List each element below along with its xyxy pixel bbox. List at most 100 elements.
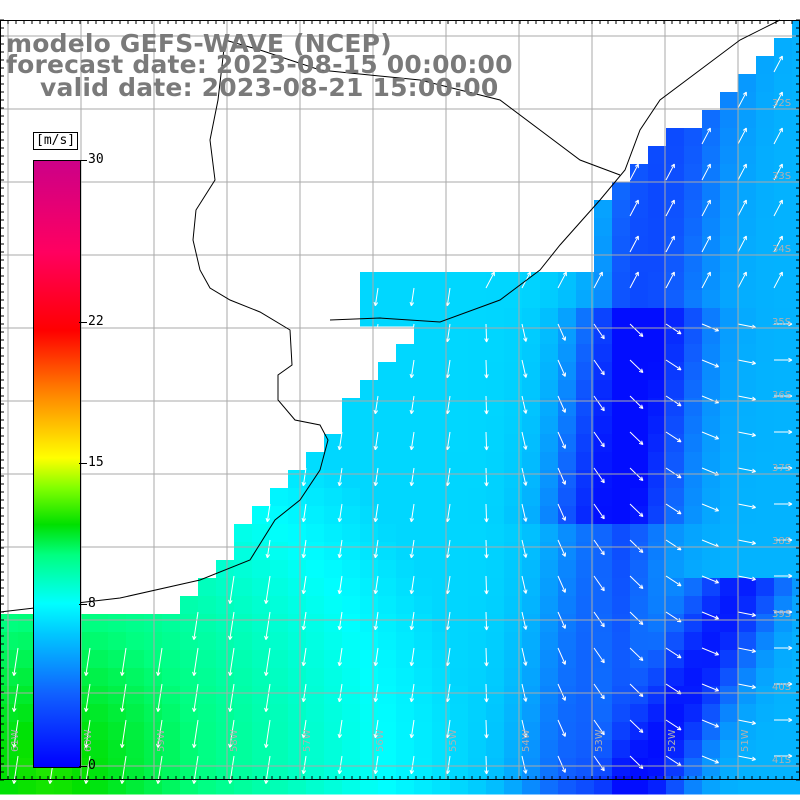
ocean-cell [360,524,379,543]
ocean-cell [486,722,505,741]
ocean-cell [648,560,667,579]
ocean-cell [360,650,379,669]
ocean-cell [666,632,685,651]
ocean-cell [18,740,37,759]
wind-arrow [409,359,415,379]
ocean-cell [576,362,595,381]
ocean-cell [234,578,253,597]
ocean-cell [468,272,487,291]
ocean-cell [576,326,595,345]
wind-arrow [701,719,720,728]
ocean-cell [612,290,631,309]
wind-arrow [629,323,644,338]
ocean-cell [702,416,721,435]
latitude-label: 41S [772,755,791,766]
ocean-cell [540,524,559,543]
ocean-cell [234,722,253,741]
ocean-cell [576,308,595,327]
wind-arrow [773,91,783,109]
ocean-cell [252,524,271,543]
ocean-cell [738,182,757,201]
ocean-cell [504,704,523,723]
ocean-cell [504,758,523,777]
ocean-cell [378,758,397,777]
coastline [0,19,781,613]
ocean-cell [738,722,757,741]
ocean-cell [432,380,451,399]
wind-arrow [557,647,566,665]
ocean-cell [468,614,487,633]
ocean-cell [774,164,793,183]
ocean-cell [792,686,800,705]
ocean-cell [774,578,793,597]
title-valid-date: valid date: 2023-08-21 15:00:00 [40,73,499,102]
ocean-cell [684,452,703,471]
title-forecast-date: forecast date: 2023-08-15 00:00:00 [6,50,513,79]
ocean-cell [414,344,433,363]
ocean-cell [738,596,757,615]
ocean-cell [18,722,37,741]
wind-arrow [301,539,307,559]
ocean-cell [306,596,325,615]
ocean-cell [612,524,631,543]
ocean-cell [756,290,775,309]
wind-arrow [629,359,644,374]
ocean-cell [414,308,433,327]
ocean-cell [774,290,793,309]
ocean-cell [666,128,685,147]
ocean-cell [738,380,757,399]
ocean-cell [180,668,199,687]
ocean-cell [774,326,793,345]
ocean-cell [486,308,505,327]
ocean-cell [684,524,703,543]
ocean-cell [738,704,757,723]
ocean-cell [738,272,757,291]
ocean-cell [558,290,577,309]
ocean-cell [342,488,361,507]
ocean-cell [702,596,721,615]
ocean-cell [720,596,739,615]
ocean-cell [648,632,667,651]
ocean-cell [576,686,595,705]
ocean-cell [396,704,415,723]
ocean-cell [720,668,739,687]
ocean-cell [594,740,613,759]
ocean-cell [198,722,217,741]
ocean-cell [216,668,235,687]
ocean-cell [630,668,649,687]
ocean-cell [468,740,487,759]
ocean-cell [666,596,685,615]
ocean-cell [756,578,775,597]
ocean-cell [666,218,685,237]
ocean-cell [414,722,433,741]
ocean-cell [414,488,433,507]
wind-arrow [593,575,605,592]
ocean-cell [162,614,181,633]
ocean-cell [486,614,505,633]
ocean-cell [702,650,721,669]
wind-arrow [484,359,489,379]
ocean-cell [378,434,397,453]
ocean-cell [666,488,685,507]
wind-arrow [337,647,343,667]
ocean-cell [756,164,775,183]
ocean-cell [288,704,307,723]
ocean-cell [288,470,307,489]
ocean-cell [792,650,800,669]
ocean-cell [306,686,325,705]
ocean-cell [162,650,181,669]
ocean-cell [702,344,721,363]
ocean-cell [126,722,145,741]
ocean-cell [738,776,757,795]
ocean-cell [720,398,739,417]
ocean-cell [396,470,415,489]
ocean-cell [396,290,415,309]
wind-arrow [301,719,307,739]
ocean-cell [792,560,800,579]
ocean-cell [288,740,307,759]
ocean-cell [576,596,595,615]
ocean-cell [558,560,577,579]
ocean-cell [414,686,433,705]
wind-arrow [737,91,747,109]
wind-arrow [557,431,566,449]
